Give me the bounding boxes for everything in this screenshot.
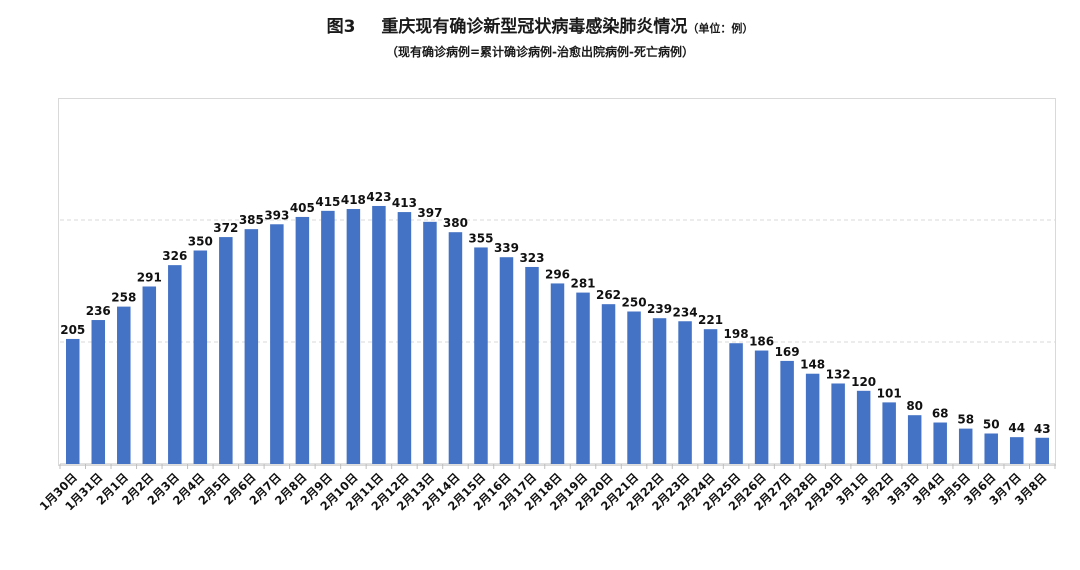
data-label: 236 [86,304,111,318]
data-label: 205 [60,323,85,337]
chart-title-row: 图3 重庆现有确诊新型冠状病毒感染肺炎情况（单位：例） [0,12,1080,37]
chart-title: 重庆现有确诊新型冠状病毒感染肺炎情况 [381,17,688,37]
bar [66,338,80,464]
bar [346,209,361,464]
data-label: 323 [519,251,544,265]
data-label: 132 [826,367,851,381]
bar [780,360,794,464]
data-label: 68 [932,407,949,421]
bar [372,205,386,464]
bar [448,232,463,464]
bar [91,320,106,464]
data-label: 258 [111,291,136,305]
data-label: 415 [315,195,340,209]
data-label: 385 [239,213,264,227]
bar [295,216,310,464]
data-label: 234 [673,305,698,319]
bar [1009,437,1024,464]
data-label: 58 [957,413,974,427]
data-label: 186 [749,335,774,349]
bar [321,210,335,464]
data-label: 221 [698,313,723,327]
data-label: 44 [1008,421,1025,435]
bar [856,390,871,464]
bar [882,402,896,464]
bar [550,283,565,464]
bar [499,257,514,464]
bar [754,350,769,464]
data-label: 239 [647,302,672,316]
data-label: 101 [877,386,902,400]
data-label: 350 [188,235,213,249]
data-label: 423 [366,190,391,204]
bar [219,237,233,464]
data-label: 250 [622,296,647,310]
bar [678,321,692,464]
data-label: 198 [724,327,749,341]
bar [958,428,973,464]
data-label: 405 [290,201,315,215]
bar [423,221,437,464]
bar [474,247,488,464]
data-label: 326 [162,249,187,263]
data-label: 262 [596,288,621,302]
bar [117,306,131,464]
bar [703,329,718,464]
data-label: 43 [1034,422,1051,436]
bar [652,318,667,464]
data-label: 339 [494,241,519,255]
bar [576,292,590,464]
bar [525,266,539,464]
data-label: 169 [775,345,800,359]
bar [1035,437,1049,464]
data-label: 148 [800,358,825,372]
bar [907,415,922,464]
data-label: 296 [545,267,570,281]
data-label: 50 [983,418,1000,432]
bar [933,422,947,464]
bar [397,212,412,464]
bar [270,224,284,464]
plot-area-frame [58,98,1056,466]
bar [601,304,616,464]
bar [193,250,208,464]
data-label: 418 [341,193,366,207]
data-label: 120 [851,375,876,389]
bar [142,286,157,464]
data-label: 355 [468,231,493,245]
data-label: 380 [443,216,468,230]
data-label: 397 [417,206,442,220]
unit-label: （单位：例） [687,22,754,35]
data-label: 281 [570,277,595,291]
bar [729,343,743,464]
data-label: 393 [264,208,289,222]
data-label: 413 [392,196,417,210]
bar [805,373,820,464]
chart-subtitle: （现有确诊病例=累计确诊病例-治愈出院病例-死亡病例） [385,45,695,59]
bar [627,311,641,464]
figure-number: 图3 [326,17,356,37]
bar [984,433,998,464]
data-label: 291 [137,270,162,284]
bar [831,383,845,464]
bar [168,265,182,464]
data-label: 372 [213,221,238,235]
data-label: 80 [906,399,923,413]
bar [244,229,259,464]
